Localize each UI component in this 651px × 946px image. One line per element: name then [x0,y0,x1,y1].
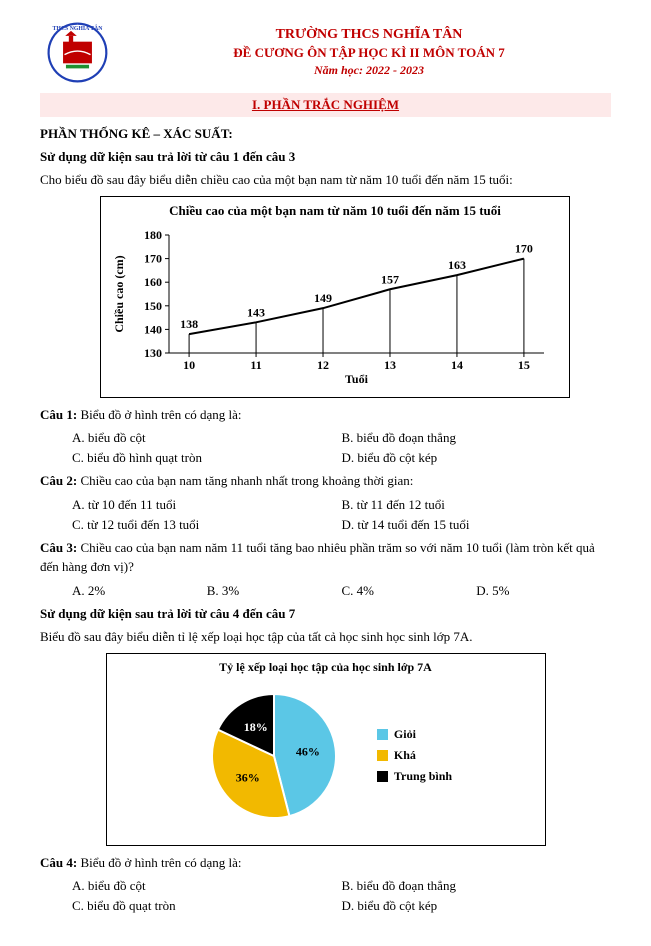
q1-answers: A. biểu đồ cột B. biểu đồ đoạn thẳng C. … [72,428,611,468]
pie-chart: Tỷ lệ xếp loại học tập của học sinh lớp … [106,653,546,846]
section-banner: I. PHẦN TRẮC NGHIỆM [40,93,611,117]
q4-d: D. biểu đồ cột kép [342,896,612,916]
legend-swatch [377,771,388,782]
legend-swatch [377,729,388,740]
instruction-1: Sử dụng dữ kiện sau trả lời từ câu 1 đến… [40,148,611,167]
q1-label: Câu 1: [40,407,77,422]
q2-answers: A. từ 10 đến 11 tuổi B. từ 11 đến 12 tuổ… [72,495,611,535]
pie-legend: Giỏi Khá Trung bình [377,721,452,790]
legend-label: Trung bình [394,769,452,784]
legend-item: Khá [377,748,452,763]
svg-text:160: 160 [144,275,162,289]
line-chart: Chiều cao của một bạn nam từ năm 10 tuổi… [100,196,570,398]
q4-b: B. biểu đồ đoạn thẳng [342,876,612,896]
q2-label: Câu 2: [40,473,77,488]
svg-text:Tuổi: Tuổi [345,372,369,385]
q3: Câu 3: Chiều cao của bạn nam năm 11 tuổi… [40,539,611,577]
intro-1: Cho biểu đồ sau đây biểu diễn chiều cao … [40,171,611,190]
q2-a: A. từ 10 đến 11 tuổi [72,495,342,515]
svg-text:15: 15 [518,358,530,372]
header: THCS NGHĨA TÂN TRƯỜNG THCS NGHĨA TÂN ĐỀ … [40,20,611,85]
svg-text:157: 157 [381,272,399,286]
legend-item: Trung bình [377,769,452,784]
q3-b: B. 3% [207,581,342,601]
svg-text:140: 140 [144,322,162,336]
pie-chart-svg: 46% 36% 18% [199,681,349,831]
q4-c: C. biểu đồ quạt tròn [72,896,342,916]
svg-text:170: 170 [144,251,162,265]
svg-text:138: 138 [180,317,198,331]
svg-text:14: 14 [451,358,463,372]
svg-text:13: 13 [384,358,396,372]
svg-text:149: 149 [314,291,332,305]
q2: Câu 2: Chiều cao của bạn nam tăng nhanh … [40,472,611,491]
svg-text:143: 143 [247,305,265,319]
q4-label: Câu 4: [40,855,77,870]
q1-a: A. biểu đồ cột [72,428,342,448]
legend-swatch [377,750,388,761]
legend-label: Giỏi [394,727,416,742]
school-logo: THCS NGHĨA TÂN [40,20,115,85]
legend-item: Giỏi [377,727,452,742]
q2-prompt: Chiều cao của bạn nam tăng nhanh nhất tr… [80,473,413,488]
q3-c: C. 4% [342,581,477,601]
q2-d: D. từ 14 tuổi đến 15 tuổi [342,515,612,535]
q4-prompt: Biểu đồ ở hình trên có dạng là: [80,855,241,870]
svg-text:150: 150 [144,298,162,312]
q1-prompt: Biểu đồ ở hình trên có dạng là: [80,407,241,422]
svg-text:130: 130 [144,346,162,360]
q2-b: B. từ 11 đến 12 tuổi [342,495,612,515]
legend-label: Khá [394,748,416,763]
q3-prompt: Chiều cao của bạn nam năm 11 tuổi tăng b… [40,540,595,574]
school-year: Năm học: 2022 - 2023 [127,63,611,78]
doc-title: ĐỀ CƯƠNG ÔN TẬP HỌC KÌ II MÔN TOÁN 7 [127,45,611,61]
line-chart-svg: 130 140 150 160 170 180 10 11 12 13 14 15 138 143 149 1… [109,225,559,385]
svg-text:170: 170 [515,241,533,255]
pie-chart-title: Tỷ lệ xếp loại học tập của học sinh lớp … [107,654,545,677]
q3-d: D. 5% [476,581,611,601]
instruction-2: Sử dụng dữ kiện sau trả lời từ câu 4 đến… [40,605,611,624]
title-block: TRƯỜNG THCS NGHĨA TÂN ĐỀ CƯƠNG ÔN TẬP HỌ… [127,27,611,78]
stats-heading: PHẦN THỐNG KÊ – XÁC SUẤT: [40,125,611,144]
svg-text:163: 163 [448,258,466,272]
svg-text:46%: 46% [296,744,320,758]
q1: Câu 1: Biểu đồ ở hình trên có dạng là: [40,406,611,425]
svg-text:11: 11 [250,358,261,372]
q1-b: B. biểu đồ đoạn thẳng [342,428,612,448]
svg-text:18%: 18% [244,720,268,734]
line-chart-title: Chiều cao của một bạn nam từ năm 10 tuổi… [101,197,569,221]
q4-a: A. biểu đồ cột [72,876,342,896]
q3-answers: A. 2% B. 3% C. 4% D. 5% [72,581,611,601]
q1-c: C. biểu đồ hình quạt tròn [72,448,342,468]
svg-text:180: 180 [144,228,162,242]
intro-2: Biểu đồ sau đây biểu diễn tỉ lệ xếp loại… [40,628,611,647]
svg-text:36%: 36% [236,770,260,784]
svg-text:12: 12 [317,358,329,372]
q4-answers: A. biểu đồ cột B. biểu đồ đoạn thẳng C. … [72,876,611,916]
q1-d: D. biểu đồ cột kép [342,448,612,468]
q2-c: C. từ 12 tuổi đến 13 tuổi [72,515,342,535]
q3-label: Câu 3: [40,540,77,555]
school-name: TRƯỜNG THCS NGHĨA TÂN [127,27,611,43]
q4: Câu 4: Biểu đồ ở hình trên có dạng là: [40,854,611,873]
svg-text:10: 10 [183,358,195,372]
q3-a: A. 2% [72,581,207,601]
svg-text:THCS NGHĨA TÂN: THCS NGHĨA TÂN [53,24,104,32]
svg-text:Chiều cao (cm): Chiều cao (cm) [112,255,126,332]
